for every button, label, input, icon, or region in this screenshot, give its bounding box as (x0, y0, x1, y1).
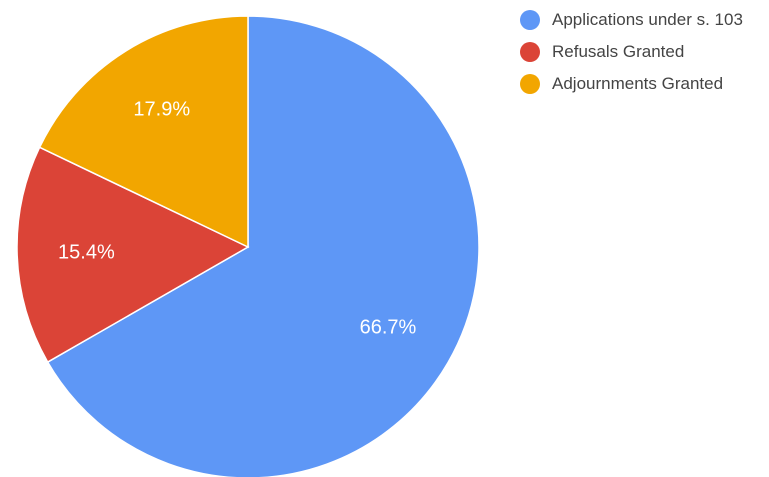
legend-label: Applications under s. 103 (552, 10, 743, 29)
legend-item: Adjournments Granted (520, 72, 760, 96)
legend-item: Refusals Granted (520, 40, 760, 64)
legend-label: Refusals Granted (552, 42, 685, 61)
slice-label: 15.4% (58, 241, 115, 263)
legend-swatch (520, 10, 540, 30)
legend-swatch (520, 42, 540, 62)
slice-label: 17.9% (133, 98, 190, 120)
slice-label: 66.7% (360, 316, 417, 338)
legend-item: Applications under s. 103 (520, 8, 760, 32)
legend-swatch (520, 74, 540, 94)
pie-area: 66.7% 15.4% 17.9% (16, 15, 480, 477)
pie-slice (46, 15, 480, 477)
legend-label: Adjournments Granted (552, 74, 724, 93)
legend: Applications under s. 103 Refusals Grante… (520, 8, 760, 104)
pie-slice (16, 146, 250, 364)
pie-slice (38, 15, 249, 249)
